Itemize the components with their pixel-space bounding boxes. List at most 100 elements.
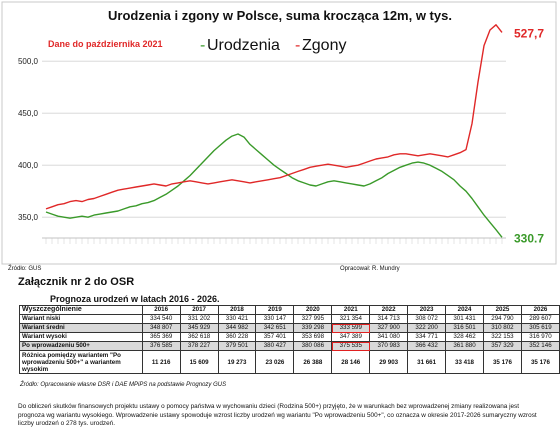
chart-annotation: Dane do października 2021 xyxy=(48,39,163,49)
y-tick-label: 500,0 xyxy=(18,57,39,66)
table-cell: 322 200 xyxy=(407,323,447,333)
table-cell: 35 176 xyxy=(482,350,522,374)
table-body: Wariant niski 334 540 331 202 330 421 330 14… xyxy=(19,314,560,374)
table-cell: 333 599 xyxy=(331,323,371,333)
table-row: Wariant średni 348 807 345 929 344 982 342 6… xyxy=(19,323,560,333)
table-cell: 305 619 xyxy=(520,323,560,333)
table-cell: 370 983 xyxy=(369,341,409,351)
table-cell: 380 427 xyxy=(255,341,295,351)
row-label: Różnica pomiędzy wariantem "Po wprowadze… xyxy=(19,350,143,374)
table-cell: 342 651 xyxy=(255,323,295,333)
table-cell: 31 661 xyxy=(407,350,447,374)
table-cell: 348 807 xyxy=(141,323,181,333)
row-label: Wariant średni xyxy=(19,323,143,333)
table-cell: 375 535 xyxy=(331,341,371,351)
series-line-zgony xyxy=(45,24,503,210)
table-cell: 289 607 xyxy=(520,314,560,324)
table-cell: 301 431 xyxy=(445,314,484,324)
table-cell: 353 698 xyxy=(293,332,333,342)
table-cell: 344 982 xyxy=(217,323,257,333)
footnote-text: Do obliczeń skutków finansowych projektu… xyxy=(18,403,537,427)
row-label: Wariant niski xyxy=(19,314,143,324)
table-cell: 360 228 xyxy=(217,332,257,342)
forecast-table: Wyszczególnienie 2016 2017 2018 2019 202… xyxy=(19,305,560,374)
table-cell: 341 080 xyxy=(369,332,409,342)
table-title: Prognoza urodzeń w latach 2016 - 2026. xyxy=(50,294,220,304)
chart-title: Urodzenia i zgony w Polsce, suma krocząc… xyxy=(108,8,452,23)
table-cell: 330 421 xyxy=(217,314,257,324)
chart-area: 500,0 450,0 400,0 350,0 330.7 527,7 Urodzenia … xyxy=(1,1,557,265)
table-cell: 33 418 xyxy=(445,350,484,374)
table-cell: 316 501 xyxy=(445,323,484,333)
series-end-label: 527,7 xyxy=(514,26,544,40)
table-cell: 327 900 xyxy=(369,323,409,333)
y-tick-label: 400,0 xyxy=(18,161,39,170)
table-cell: 365 369 xyxy=(141,332,181,342)
year-header: 2016 xyxy=(141,305,181,315)
table-cell: 376 585 xyxy=(141,341,181,351)
series-end-label: 330.7 xyxy=(514,231,544,245)
year-header: 2018 xyxy=(217,305,257,315)
table-cell: 379 501 xyxy=(217,341,257,351)
legend-dash: - xyxy=(295,37,300,54)
table-cell: 357 401 xyxy=(255,332,295,342)
year-header: 2020 xyxy=(293,305,333,315)
year-header: 2022 xyxy=(369,305,409,315)
table-row: Wariant wysoki 365 369 362 618 360 228 357 4… xyxy=(19,332,560,342)
table-cell: 347 389 xyxy=(331,332,371,342)
year-header: 2021 xyxy=(331,305,371,315)
annex-title: Załącznik nr 2 do OSR xyxy=(18,276,135,288)
table-cell: 15 609 xyxy=(179,350,219,374)
series-line-urodzenia xyxy=(45,133,503,238)
table-cell: 331 202 xyxy=(179,314,219,324)
chart-frame xyxy=(1,1,557,265)
table-cell: 321 354 xyxy=(331,314,371,324)
year-header: 2024 xyxy=(445,305,484,315)
table-cell: 327 995 xyxy=(293,314,333,324)
table-cell: 26 388 xyxy=(293,350,333,374)
table-cell: 328 462 xyxy=(445,332,484,342)
legend-dash: - xyxy=(200,37,205,54)
table-row: Po wprowadzeniu 500+ 376 585 378 227 379 50… xyxy=(19,341,560,351)
table-cell: 19 273 xyxy=(217,350,257,374)
table-cell: 334 540 xyxy=(141,314,181,324)
row-label: Wariant wysoki xyxy=(19,332,143,342)
table-cell: 294 790 xyxy=(482,314,522,324)
table-cell: 339 298 xyxy=(293,323,333,333)
legend-item-urodzenia: Urodzenia xyxy=(207,37,280,54)
table-cell: 23 026 xyxy=(255,350,295,374)
table-cell: 357 329 xyxy=(482,341,522,351)
table-cell: 316 970 xyxy=(520,332,560,342)
table-row: Różnica pomiędzy wariantem "Po wprowadze… xyxy=(19,350,560,374)
row-label: Po wprowadzeniu 500+ xyxy=(19,341,143,351)
table-cell: 11 216 xyxy=(141,350,181,374)
chart-author: Opracował: R. Mundry xyxy=(340,266,400,272)
table-cell: 334 771 xyxy=(407,332,447,342)
y-tick-label: 450,0 xyxy=(18,109,39,118)
table-cell: 28 146 xyxy=(331,350,371,374)
legend-item-zgony: Zgony xyxy=(302,37,346,54)
y-tick-label: 350,0 xyxy=(18,213,39,222)
year-header: 2019 xyxy=(255,305,295,315)
table-cell: 361 880 xyxy=(445,341,484,351)
table-header-row: Wyszczególnienie 2016 2017 2018 2019 202… xyxy=(19,305,560,315)
births-deaths-chart: 500,0 450,0 400,0 350,0 330.7 527,7 Urodzenia … xyxy=(1,1,557,265)
table-cell: 310 802 xyxy=(482,323,522,333)
table-cell: 330 147 xyxy=(255,314,295,324)
table-cell: 322 153 xyxy=(482,332,522,342)
table-cell: 35 176 xyxy=(520,350,560,374)
table-cell: 366 432 xyxy=(407,341,447,351)
table-cell: 380 086 xyxy=(293,341,333,351)
table-cell: 345 929 xyxy=(179,323,219,333)
year-header: 2017 xyxy=(179,305,219,315)
year-header: 2023 xyxy=(407,305,447,315)
table-cell: 362 618 xyxy=(179,332,219,342)
chart-source: Źródło: GUS xyxy=(8,266,42,272)
table-cell: 352 146 xyxy=(520,341,560,351)
table-source: Źródło: Opracowanie własne DSR i DAE MPi… xyxy=(20,382,227,388)
table-cell: 29 903 xyxy=(369,350,409,374)
table-header-label: Wyszczególnienie xyxy=(19,305,143,315)
year-header: 2026 xyxy=(520,305,560,315)
table-cell: 378 227 xyxy=(179,341,219,351)
table-cell: 308 072 xyxy=(407,314,447,324)
